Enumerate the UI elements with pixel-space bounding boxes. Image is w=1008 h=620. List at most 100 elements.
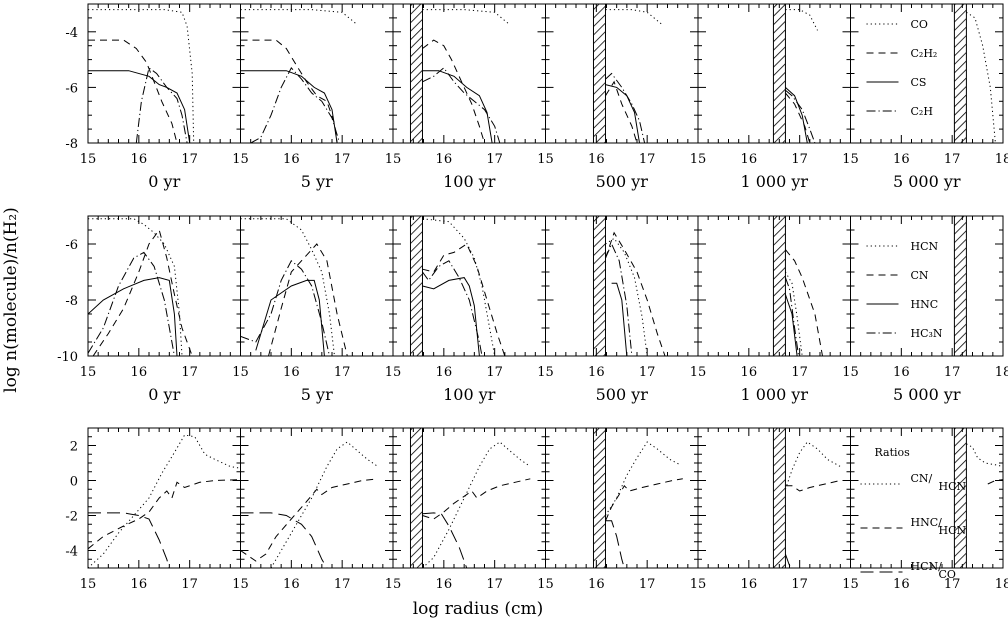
panel-1-5: 15 16 17 1 000 yr — [690, 3, 851, 191]
dust-shell-hatch — [772, 215, 786, 357]
series-line-dash — [92, 228, 193, 356]
series-line-dot — [422, 441, 531, 568]
panel-1-6: 15 16 17 18 5 000 yr — [842, 3, 1008, 191]
series-line-dash — [422, 478, 531, 520]
series-line-dot — [422, 218, 496, 356]
x-tick-label: 17 — [334, 152, 351, 167]
x-tick-label: 17 — [486, 577, 503, 592]
x-tick-label: 15 — [690, 152, 707, 167]
panel-frame — [87, 215, 241, 357]
legend-label: C₂H — [911, 105, 933, 118]
series-group — [784, 441, 841, 568]
x-tick-label: 15 — [385, 577, 402, 592]
panel-frame — [87, 3, 241, 144]
panel-2-3: 15 16 17 100 yr — [385, 215, 546, 404]
panel-3-3: 15 16 17 — [385, 427, 546, 592]
time-label: 100 yr — [443, 172, 496, 191]
legend-label: HCN/ — [911, 560, 943, 573]
x-tick-label: 17 — [791, 152, 808, 167]
dust-shell-hatch — [953, 3, 967, 144]
series-line-dot — [784, 271, 803, 356]
panel-frame — [240, 427, 394, 569]
panel-3-1: 15 16 17 — [80, 427, 241, 592]
x-tick-label: 18 — [995, 152, 1008, 167]
legend-label: CN — [911, 269, 929, 282]
dust-shell-hatch — [772, 3, 786, 144]
x-tick-label: 16 — [283, 152, 300, 167]
series-line-longdash — [88, 512, 170, 568]
panel-frame — [240, 215, 394, 357]
legend-label: CN/ — [911, 472, 933, 485]
dust-shell-hatch — [953, 215, 967, 357]
legend-label: CO — [911, 18, 928, 31]
x-tick-label: 17 — [639, 365, 656, 380]
dust-shell-hatch — [592, 427, 606, 569]
panel-1-4: 15 16 17 500 yr — [537, 3, 699, 191]
x-tick-label: 17 — [639, 577, 656, 592]
panel-1-1: 15 16 170 yr — [80, 3, 241, 191]
x-tick-label: 17 — [639, 152, 656, 167]
legend-label: HNC — [911, 298, 939, 311]
dust-shell-hatch — [409, 215, 423, 357]
series-group — [966, 11, 996, 143]
series-line-dash — [240, 478, 378, 562]
series-line-dashdot — [785, 89, 816, 143]
legend-label: HC₃N — [911, 327, 943, 340]
series-line-dashdot — [250, 67, 341, 143]
dust-shell-hatch — [409, 427, 423, 569]
y-tick-label: -6 — [65, 238, 78, 253]
y-tick-label: -4 — [65, 545, 78, 560]
time-label: 100 yr — [443, 385, 496, 404]
series-line-dot — [422, 9, 511, 26]
panel-2-4: 15 16 17 500 yr — [537, 215, 699, 404]
dust-shell-hatch — [409, 3, 423, 144]
series-line-dash — [422, 243, 506, 356]
series-line-dot — [270, 441, 379, 568]
series-line-dash — [605, 478, 683, 521]
series-line-dash — [88, 479, 241, 550]
x-tick-label: 17 — [944, 365, 961, 380]
legend-sub: CO — [939, 568, 956, 581]
series-line-solid — [784, 294, 798, 356]
series-line-solid — [611, 282, 628, 356]
x-tick-label: 15 — [842, 577, 859, 592]
series-line-solid — [255, 279, 325, 356]
series-line-longdash — [784, 553, 791, 568]
series-line-solid — [422, 70, 493, 143]
legend: HCN CN HNC HC₃N — [866, 240, 943, 340]
series-group — [240, 9, 358, 143]
series-line-solid — [240, 70, 338, 143]
series-group — [422, 218, 506, 356]
panel-frame — [545, 3, 699, 144]
x-tick-label: 16 — [893, 365, 910, 380]
panel-1-2: 15 16 175 yr — [232, 3, 394, 191]
panel-2-6: 15 16 17 18 5 000 yr — [842, 215, 1008, 404]
panel-3-2: 15 16 17 — [232, 427, 394, 592]
series-line-solid — [88, 70, 191, 143]
x-tick-label: 17 — [181, 152, 198, 167]
series-line-dot — [785, 9, 818, 31]
x-tick-label: 17 — [181, 577, 198, 592]
x-tick-label: 15 — [842, 365, 859, 380]
y-tick-label: -2 — [65, 510, 78, 525]
series-group — [88, 218, 193, 356]
y-tick-label: 2 — [70, 440, 78, 455]
series-line-dash — [88, 39, 178, 143]
dust-shell-hatch — [772, 427, 786, 569]
series-line-dash — [422, 39, 485, 143]
series-line-dot — [240, 9, 358, 26]
series-line-solid — [785, 87, 808, 143]
panel-3-5: 15 16 17 — [690, 427, 851, 592]
x-tick-label: 15 — [80, 152, 97, 167]
x-tick-label: 16 — [741, 365, 758, 380]
series-line-dot — [88, 434, 241, 568]
series-line-dot — [966, 443, 1003, 467]
y-tick-label: -8 — [65, 294, 78, 309]
legend-label: HNC/ — [911, 516, 943, 529]
x-tick-label: 16 — [588, 365, 605, 380]
y-tick-label: -4 — [65, 26, 78, 41]
dust-shell-hatch — [953, 427, 967, 569]
legend-label: CS — [911, 76, 927, 89]
